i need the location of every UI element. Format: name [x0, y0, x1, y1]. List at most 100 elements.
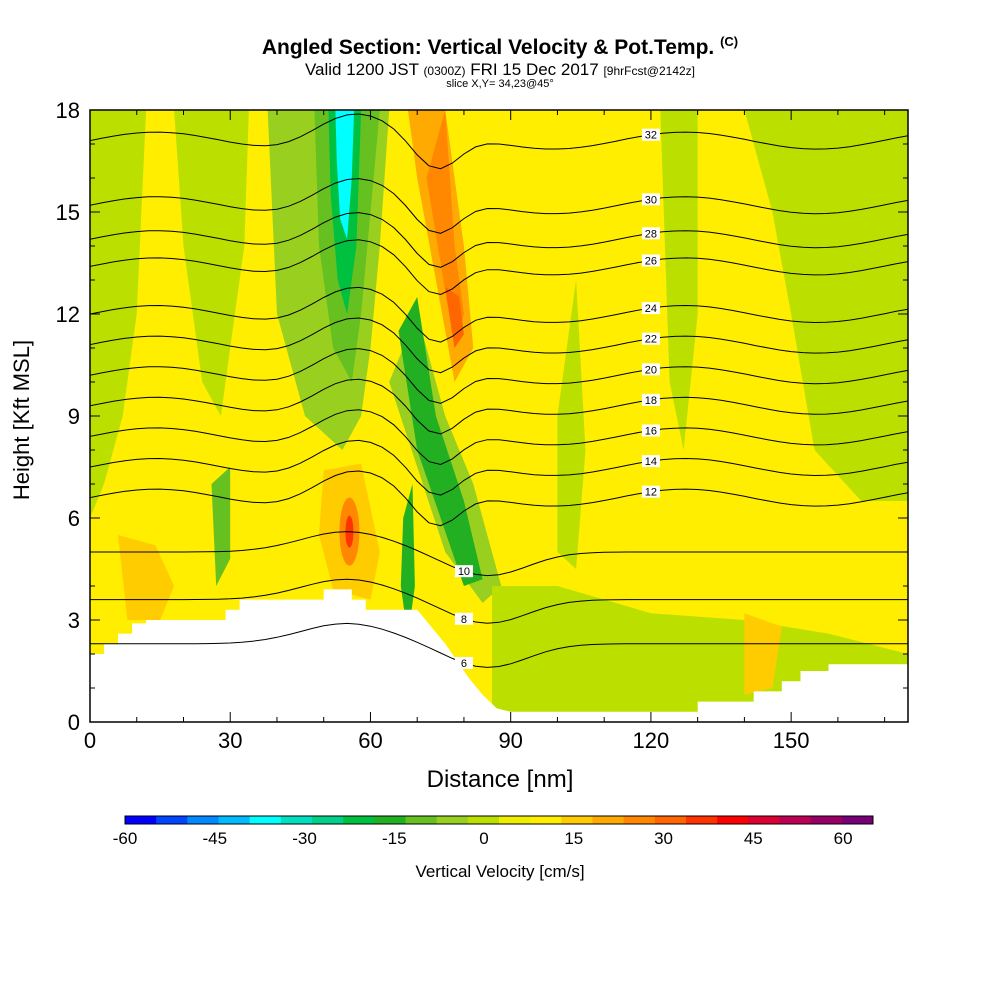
w-area-mid: [557, 280, 586, 569]
w-downdraft-max: [335, 110, 355, 240]
theta-contour-label-28: 28: [645, 228, 657, 240]
y-tick-label-3: 3: [68, 608, 80, 633]
colorbar-frame: [124, 815, 874, 825]
theta-contour-12: [90, 470, 908, 527]
colorbar-tick-label: -30: [292, 829, 317, 848]
theta-label-box-20: [641, 363, 660, 376]
colorbar-label: Vertical Velocity [cm/s]: [415, 862, 585, 881]
theta-label-box-6: [454, 656, 473, 669]
y-tick-label-12: 12: [56, 302, 80, 327]
velocity-field: [90, 110, 908, 722]
x-tick-label-90: 90: [498, 728, 522, 753]
colorbar-swatch: [748, 816, 780, 824]
theta-label-box-32: [641, 128, 660, 141]
theta-label-box-26: [641, 254, 660, 267]
colorbar-swatch: [654, 816, 687, 824]
colorbar: -60 -45 -30 -15 0 15 30 45 60: [113, 815, 874, 848]
theta-contour-22: [90, 317, 908, 374]
theta-contour-label-6: 6: [461, 658, 467, 670]
theta-contour-label-26: 26: [645, 256, 657, 268]
w-area-west: [90, 110, 147, 518]
colorbar-swatch: [218, 816, 251, 824]
theta-label-box-14: [641, 455, 660, 468]
x-tick-label-150: 150: [773, 728, 810, 753]
theta-contour-14: [90, 439, 908, 496]
x-tick-label-30: 30: [218, 728, 242, 753]
colorbar-swatch: [623, 816, 656, 824]
theta-label-box-30: [641, 193, 660, 206]
colorbar-tick-label: 15: [564, 829, 583, 848]
colorbar-tick-label: -15: [382, 829, 407, 848]
colorbar-swatch: [312, 816, 344, 824]
colorbar-tick-label: -60: [113, 829, 138, 848]
theta-contour-label-16: 16: [645, 426, 657, 438]
y-tick-label-18: 18: [56, 98, 80, 123]
chart-title: Angled Section: Vertical Velocity & Pot.…: [261, 34, 739, 59]
theta-contour-32: [90, 113, 908, 170]
w-slant-green: [398, 297, 483, 586]
theta-contour-10: [90, 531, 908, 577]
terrain: [90, 589, 908, 722]
theta-contour-label-12: 12: [645, 487, 657, 499]
axes: 0 30 60 90 120 150 0 3 6 9 12 15 18: [56, 98, 908, 753]
x-axis-label: Distance [nm]: [426, 766, 574, 793]
colorbar-tick-label: -45: [202, 829, 227, 848]
w-area-east2: [660, 110, 698, 450]
colorbar-swatch: [187, 816, 219, 824]
colorbar-swatch: [779, 816, 812, 824]
theta-contour-label-8: 8: [461, 614, 467, 626]
colorbar-swatch: [467, 816, 500, 824]
y-tick-label-9: 9: [68, 404, 80, 429]
colorbar-swatch: [125, 816, 157, 824]
w-area-west2: [174, 110, 249, 416]
w-lowgreen: [400, 484, 415, 637]
theta-contour-label-18: 18: [645, 395, 657, 407]
theta-contour-8: [90, 578, 908, 624]
x-tick-label-120: 120: [633, 728, 670, 753]
colorbar-swatch: [499, 816, 531, 824]
theta-label-box-12: [641, 485, 660, 498]
colorbar-swatch: [530, 816, 562, 824]
theta-contour-label-32: 32: [645, 130, 657, 142]
w-updraft-core: [426, 110, 464, 348]
theta-label-box-8: [454, 612, 473, 625]
theta-contour-28: [90, 212, 908, 268]
colorbar-swatch: [810, 816, 843, 824]
theta-contour-24: [90, 286, 908, 343]
colorbar-swatch: [592, 816, 625, 824]
chart-subtitle: Valid 1200 JST (0300Z) FRI 15 Dec 2017 […: [304, 60, 696, 79]
colorbar-swatch: [280, 816, 313, 824]
colorbar-swatch: [561, 816, 593, 824]
colorbar-tick-label: 45: [744, 829, 763, 848]
theta-contour-label-20: 20: [645, 364, 657, 376]
colorbar-swatch: [686, 816, 718, 824]
y-tick-label-0: 0: [68, 710, 80, 735]
theta-contours: 6 8 10 12 14 16 18 20 22 24 26 28 30 32: [90, 113, 908, 670]
x-tick-label-60: 60: [358, 728, 382, 753]
theta-label-box-16: [641, 424, 660, 437]
theta-contour-label-10: 10: [458, 566, 470, 578]
colorbar-swatch: [841, 816, 874, 824]
w-area-east: [744, 110, 908, 501]
theta-label-box-22: [641, 332, 660, 345]
theta-label-box-18: [641, 393, 660, 406]
theta-contour-16: [90, 409, 908, 466]
theta-contour-18: [90, 378, 908, 435]
colorbar-swatch: [405, 816, 438, 824]
colorbar-swatch: [374, 816, 406, 824]
theta-label-box-24: [641, 302, 660, 315]
colorbar-swatch: [249, 816, 282, 824]
theta-contour-label-24: 24: [645, 303, 657, 315]
colorbar-swatch: [343, 816, 375, 824]
theta-contour-20: [90, 348, 908, 404]
theta-contour-26: [90, 239, 908, 296]
w-area-lowwest: [118, 535, 175, 620]
colorbar-tick-label: 0: [479, 829, 488, 848]
colorbar-tick-label: 30: [654, 829, 673, 848]
theta-contour-label-14: 14: [645, 456, 657, 468]
theta-contour-label-30: 30: [645, 194, 657, 206]
theta-label-box-10: [454, 565, 473, 578]
w-area-loweast: [744, 613, 782, 695]
y-tick-label-6: 6: [68, 506, 80, 531]
